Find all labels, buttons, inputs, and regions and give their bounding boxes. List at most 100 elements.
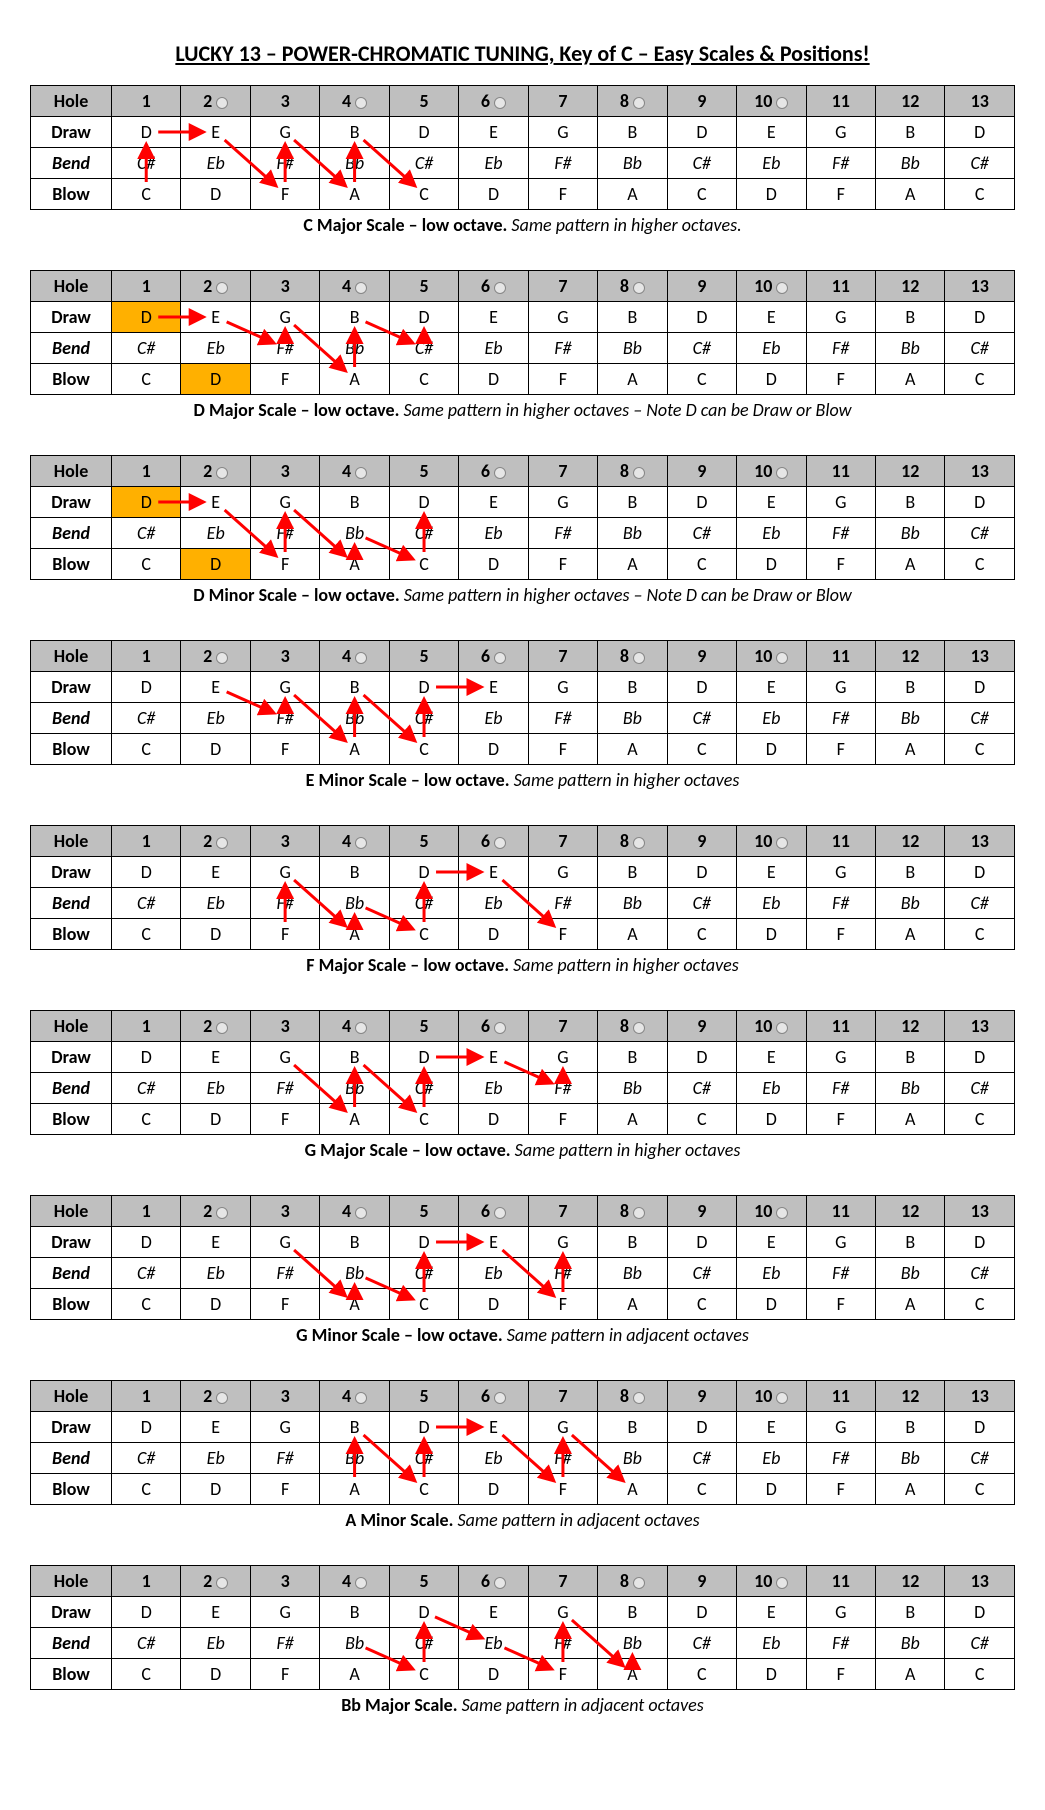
cell-bend-1: C# [112,1443,181,1474]
hole-dot-icon [216,1392,228,1404]
cell-draw-7: G [528,1042,597,1073]
cell-blow-4: A [320,364,389,395]
cell-bend-8: Bb [598,1258,667,1289]
cell-bend-8: Bb [598,1628,667,1659]
cell-blow-9: C [667,1474,736,1505]
cell-hole-6: 6 [459,641,528,672]
cell-blow-4: A [320,179,389,210]
cell-hole-1: 1 [112,1381,181,1412]
cell-blow-4: A [320,734,389,765]
cell-blow-7: F [528,1474,597,1505]
cell-hole-4: 4 [320,271,389,302]
cell-hole-13: 13 [945,1196,1015,1227]
cell-blow-2: D [181,364,250,395]
cell-blow-13: C [945,179,1015,210]
hole-dot-icon [776,837,788,849]
cell-bend-13: C# [945,333,1015,364]
cell-draw-6: E [459,672,528,703]
cell-draw-10: E [737,1412,806,1443]
cell-blow-4: A [320,1659,389,1690]
cell-bend-11: F# [806,333,875,364]
cell-draw-7: G [528,117,597,148]
cell-hole-6: 6 [459,826,528,857]
cell-bend-12: Bb [875,1443,944,1474]
cell-draw-5: D [389,857,458,888]
cell-bend-9: C# [667,148,736,179]
row-header-hole: Hole [31,1011,112,1042]
cell-hole-8: 8 [598,826,667,857]
cell-bend-10: Eb [737,518,806,549]
cell-bend-5: C# [389,1628,458,1659]
cell-bend-4: Bb [320,518,389,549]
cell-hole-8: 8 [598,1381,667,1412]
cell-bend-12: Bb [875,703,944,734]
cell-bend-9: C# [667,1628,736,1659]
cell-bend-7: F# [528,1443,597,1474]
hole-dot-icon [355,282,367,294]
cell-bend-4: Bb [320,148,389,179]
cell-hole-9: 9 [667,1381,736,1412]
cell-draw-3: G [250,1227,319,1258]
cell-hole-4: 4 [320,1566,389,1597]
cell-draw-11: G [806,1412,875,1443]
cell-draw-7: G [528,672,597,703]
cell-bend-5: C# [389,1073,458,1104]
hole-dot-icon [633,837,645,849]
cell-bend-7: F# [528,703,597,734]
cell-hole-10: 10 [737,271,806,302]
cell-hole-8: 8 [598,1196,667,1227]
cell-draw-6: E [459,117,528,148]
cell-bend-12: Bb [875,148,944,179]
cell-blow-10: D [737,1474,806,1505]
cell-hole-3: 3 [250,641,319,672]
cell-bend-1: C# [112,1073,181,1104]
row-header-blow: Blow [31,734,112,765]
hole-dot-icon [776,282,788,294]
hole-dot-icon [355,1392,367,1404]
cell-hole-3: 3 [250,86,319,117]
cell-draw-7: G [528,302,597,333]
cell-blow-5: C [389,364,458,395]
cell-hole-7: 7 [528,1011,597,1042]
cell-draw-12: B [875,1227,944,1258]
cell-draw-4: B [320,1227,389,1258]
cell-bend-12: Bb [875,888,944,919]
cell-draw-2: E [181,302,250,333]
cell-draw-9: D [667,487,736,518]
row-header-hole: Hole [31,456,112,487]
cell-bend-11: F# [806,1628,875,1659]
cell-hole-11: 11 [806,641,875,672]
row-header-draw: Draw [31,857,112,888]
cell-blow-11: F [806,1474,875,1505]
hole-dot-icon [355,837,367,849]
scale-caption: F Major Scale – low octave. Same pattern… [30,954,1015,976]
note-table: Hole12345678910111213DrawDEGBDEGBDEGBDBe… [30,455,1015,580]
scale-caption: A Minor Scale. Same pattern in adjacent … [30,1509,1015,1531]
cell-draw-11: G [806,302,875,333]
cell-bend-9: C# [667,1258,736,1289]
hole-dot-icon [494,837,506,849]
cell-draw-4: B [320,857,389,888]
cell-bend-5: C# [389,148,458,179]
cell-draw-9: D [667,1227,736,1258]
cell-blow-7: F [528,1659,597,1690]
cell-hole-3: 3 [250,1196,319,1227]
cell-blow-12: A [875,919,944,950]
cell-blow-11: F [806,549,875,580]
cell-draw-13: D [945,672,1015,703]
cell-blow-11: F [806,1104,875,1135]
cell-blow-6: D [459,1104,528,1135]
cell-bend-6: Eb [459,333,528,364]
cell-blow-3: F [250,1474,319,1505]
row-header-draw: Draw [31,1042,112,1073]
cell-bend-5: C# [389,888,458,919]
cell-bend-9: C# [667,703,736,734]
cell-bend-9: C# [667,518,736,549]
cell-blow-2: D [181,1104,250,1135]
cell-blow-3: F [250,549,319,580]
cell-blow-5: C [389,734,458,765]
note-table: Hole12345678910111213DrawDEGBDEGBDEGBDBe… [30,270,1015,395]
cell-draw-1: D [112,857,181,888]
cell-draw-5: D [389,117,458,148]
cell-draw-5: D [389,672,458,703]
